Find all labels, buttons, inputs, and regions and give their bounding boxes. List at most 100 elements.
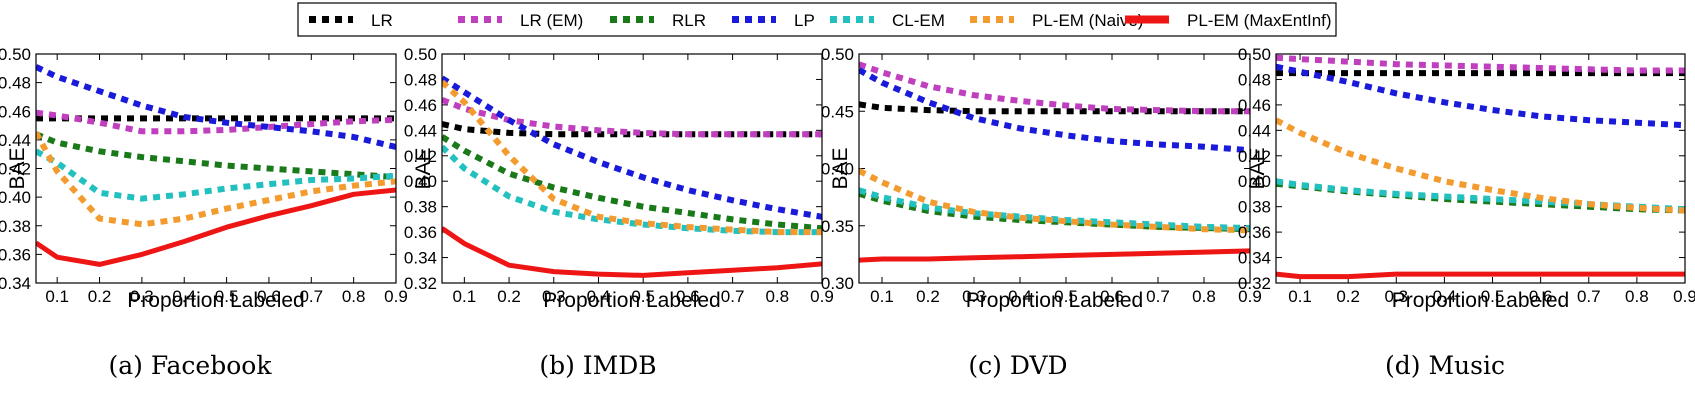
x-tick-label: 0.7 [299, 287, 323, 306]
series-line-pl-em-maxentinf [442, 226, 822, 278]
y-tick-label: 0.46 [0, 102, 31, 121]
x-tick-label: 0.6 [1529, 287, 1553, 306]
x-tick-label: 0.5 [1481, 287, 1505, 306]
x-tick-label: 0.8 [1625, 287, 1649, 306]
x-tick-label: 0.5 [215, 287, 239, 306]
chart-caption: (d) Music [1385, 351, 1505, 380]
x-tick-label: 0.2 [916, 287, 940, 306]
y-tick-label: 0.34 [0, 274, 31, 293]
y-tick-label: 0.42 [0, 160, 31, 179]
y-tick-label: 0.32 [404, 274, 437, 293]
series-line-cl-em [36, 148, 396, 202]
series-line-lr [859, 101, 1250, 115]
chart-caption: (b) IMDB [539, 351, 656, 380]
x-tick-label: 0.3 [1384, 287, 1408, 306]
x-tick-label: 0.6 [676, 287, 700, 306]
x-tick-label: 0.7 [721, 287, 745, 306]
legend-item-pl-em-naive: PL-EM (Naive) [970, 11, 1143, 30]
series-lines [1276, 54, 1685, 280]
x-tick-label: 0.4 [587, 287, 611, 306]
x-tick-label: 0.7 [1146, 287, 1170, 306]
y-tick-label: 0.36 [1238, 223, 1271, 242]
y-tick-label: 0.44 [0, 131, 31, 150]
y-tick-label: 0.50 [404, 45, 437, 64]
x-tick-label: 0.4 [1008, 287, 1032, 306]
series-line-pl-em-maxentinf [1276, 271, 1685, 280]
x-tick-label: 0.1 [453, 287, 477, 306]
chart-caption: (a) Facebook [109, 351, 273, 380]
x-tick-label: 0.1 [1288, 287, 1312, 306]
y-axis-label: BAE [829, 147, 852, 189]
x-tick-label: 0.9 [1238, 287, 1262, 306]
y-axis-label: BAE [6, 147, 29, 189]
y-tick-label: 0.42 [404, 147, 437, 166]
series-lines [859, 61, 1250, 263]
x-tick-label: 0.5 [1054, 287, 1078, 306]
series-lines [36, 64, 396, 267]
series-line-rlr [442, 134, 822, 232]
legend-label-cl-em: CL-EM [892, 11, 945, 30]
series-line-cl-em [859, 187, 1250, 231]
series-line-pl-em-naive [1276, 117, 1685, 214]
y-tick-label: 0.40 [821, 160, 854, 179]
series-line-cl-em [1276, 178, 1685, 213]
x-tick-label: 0.7 [1577, 287, 1601, 306]
x-tick-label: 0.1 [870, 287, 894, 306]
y-tick-label: 0.48 [0, 74, 31, 93]
y-tick-label: 0.40 [0, 188, 31, 207]
legend-item-pl-em-maxentinf: PL-EM (MaxEntInf) [1125, 11, 1332, 30]
legend-item-cl-em: CL-EM [830, 11, 945, 30]
series-line-pl-em-naive [442, 79, 822, 236]
series-line-pl-em-naive [859, 168, 1250, 234]
x-tick-label: 0.9 [1673, 287, 1695, 306]
legend-label-pl-em-naive: PL-EM (Naive) [1032, 11, 1143, 30]
plot-frame [35, 53, 397, 284]
x-tick-label: 0.3 [130, 287, 154, 306]
chart-a-facebook: 0.34 0.36 0.38 0.40 0.42 0.44 0.46 0.48 0.50 0.1 0… [0, 45, 408, 380]
legend-item-lp: LP [732, 11, 815, 30]
y-tick-label: 0.38 [1238, 198, 1271, 217]
legend-label-lp: LP [794, 11, 815, 30]
plot-frame [1275, 53, 1686, 284]
legend-item-rlr: RLR [610, 11, 706, 30]
chart-d-music: 0.320.340.360.380.400.420.440.460.480.50… [1238, 45, 1695, 380]
x-tick-label: 0.8 [765, 287, 789, 306]
x-tick-label: 0.9 [810, 287, 834, 306]
y-tick-label: 0.46 [1238, 96, 1271, 115]
y-axis-label: BAE [412, 147, 435, 189]
x-tick-label: 0.2 [1336, 287, 1360, 306]
y-tick-label: 0.38 [404, 198, 437, 217]
y-tick-label: 0.38 [0, 217, 31, 236]
series-line-cl-em [442, 144, 822, 236]
series-line-rlr [36, 131, 396, 181]
x-tick-label: 0.9 [384, 287, 408, 306]
chart-b-imdb: 0.320.340.360.380.400.420.440.460.480.50… [404, 45, 834, 380]
x-axis-label: Proportion Labeled [966, 289, 1143, 312]
x-tick-label: 0.6 [257, 287, 281, 306]
x-tick-label: 0.3 [962, 287, 986, 306]
chart-c-dvd: 0.30 0.35 0.40 0.45 0.50 0.1 0.2 0.3 0.4 0.5 0.6 0.… [821, 45, 1262, 380]
y-tick-label: 0.32 [1238, 274, 1271, 293]
chart-caption: (c) DVD [968, 351, 1067, 380]
y-tick-label: 0.44 [1238, 121, 1271, 140]
series-line-lp [442, 75, 822, 220]
legend-label-pl-em-maxentinf: PL-EM (MaxEntInf) [1187, 11, 1332, 30]
y-tick-label: 0.34 [1238, 249, 1271, 268]
y-tick-label: 0.36 [404, 223, 437, 242]
x-tick-label: 0.4 [172, 287, 196, 306]
plot-frame [441, 53, 823, 284]
series-line-pl-em-maxentinf [859, 248, 1250, 263]
series-lines [442, 75, 822, 278]
series-line-lr-em [859, 61, 1250, 115]
y-tick-label: 0.50 [0, 45, 31, 64]
charts: 0.34 0.36 0.38 0.40 0.42 0.44 0.46 0.48 0.50 0.1 0… [0, 45, 1695, 380]
x-tick-label: 0.8 [1192, 287, 1216, 306]
x-tick-label: 0.1 [45, 287, 69, 306]
x-tick-label: 0.2 [497, 287, 521, 306]
y-tick-label: 0.50 [1238, 45, 1271, 64]
y-tick-label: 0.40 [1238, 172, 1271, 191]
y-tick-label: 0.42 [1238, 147, 1271, 166]
series-line-lp [36, 64, 396, 150]
series-line-lr-em [1276, 54, 1685, 74]
y-axis-label: BAE [1246, 147, 1269, 189]
